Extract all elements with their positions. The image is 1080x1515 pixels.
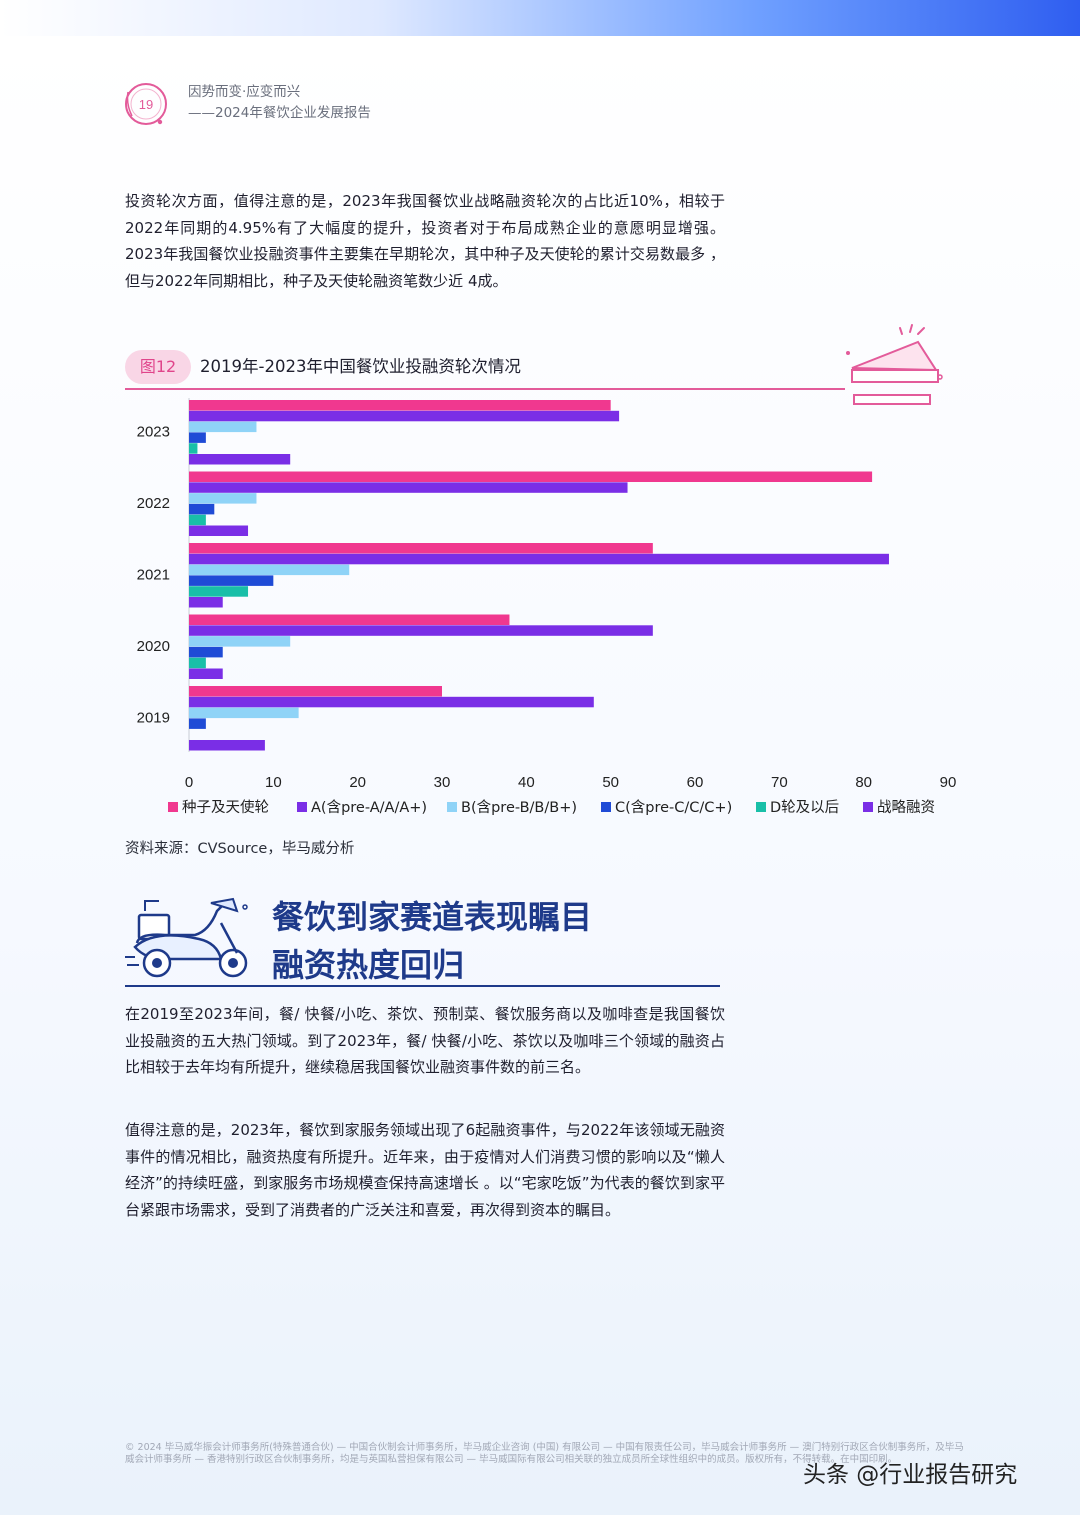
x-tick-label: 40 [518, 774, 535, 791]
watermark: 头条 @行业报告研究 [803, 1462, 1018, 1488]
bar [189, 657, 206, 669]
bar [189, 454, 291, 465]
investment-rounds-bar-chart: 2023 2022 2021 2020 2019 0 10 20 30 40 50 60 70 80 90 种… [137, 398, 957, 816]
bar [189, 575, 274, 586]
section-title-rule [125, 985, 720, 987]
bar [189, 740, 265, 751]
bar [189, 718, 206, 729]
section-title-line-2: 融资热度回归 [272, 946, 465, 984]
bar [189, 614, 510, 625]
category-label: 2020 [137, 638, 170, 655]
legend-swatch [168, 802, 178, 812]
x-tick-label: 90 [940, 774, 957, 791]
category-label: 2023 [137, 423, 170, 440]
bar [189, 553, 889, 565]
bar [189, 564, 350, 576]
bar [189, 400, 611, 411]
x-tick-label: 0 [185, 774, 193, 791]
bar [189, 503, 215, 515]
bar [189, 696, 594, 708]
x-tick-label: 10 [265, 774, 282, 791]
legend-swatch [447, 802, 457, 812]
legend-label: C(含pre-C/C/C+) [615, 799, 732, 816]
section-title-line-1: 餐饮到家赛道表现瞩目 [272, 898, 593, 936]
report-header: 因势而变·应变而兴 ——2024年餐饮企业发展报告 [188, 82, 371, 124]
bar [189, 668, 223, 679]
legend-label: A(含pre-A/A/A+) [311, 799, 427, 816]
bar [189, 636, 291, 647]
page-number: 19 [139, 97, 153, 112]
x-tick-label: 30 [434, 774, 451, 791]
body-paragraph-1: 在2019至2023年间，餐/ 快餐/小吃、茶饮、预制菜、餐饮服务商以及咖啡查是… [125, 1005, 725, 1076]
figure-badge: 图12 [125, 350, 191, 384]
legend-label: 战略融资 [877, 799, 935, 816]
x-tick-label: 60 [687, 774, 704, 791]
bar [189, 493, 257, 504]
bar [189, 482, 628, 493]
bar [189, 514, 206, 526]
page-number-badge: 19 [125, 83, 167, 125]
section-title: 餐饮到家赛道表现瞩目 融资热度回归 [272, 893, 722, 989]
delivery-scooter-icon [125, 897, 248, 978]
report-title: ——2024年餐饮企业发展报告 [188, 105, 371, 121]
x-tick-label: 70 [771, 774, 788, 791]
bar [189, 471, 873, 482]
bar [189, 707, 299, 719]
category-label: 2019 [137, 709, 170, 726]
category-label: 2021 [137, 566, 170, 583]
intro-paragraph: 投资轮次方面，值得注意的是，2023年我国餐饮业战略融资轮次的占比近10%，相较… [125, 192, 725, 290]
cake-slice-icon [846, 324, 943, 405]
bar [189, 410, 620, 422]
x-tick-label: 80 [855, 774, 872, 791]
bar [189, 625, 653, 636]
bar [189, 597, 223, 608]
bar [189, 432, 206, 443]
body-paragraph-2: 值得注意的是，2023年，餐饮到家服务领域出现了6起融资事件，与2022年该领域… [125, 1121, 725, 1219]
legend-swatch [601, 802, 611, 812]
copyright-footer: © 2024 毕马威华振会计师事务所(特殊普通合伙) — 中国合伙制会计师事务所… [125, 1442, 964, 1465]
top-gradient-band [0, 0, 1080, 36]
figure-title: 2019年-2023年中国餐饮业投融资轮次情况 [200, 357, 521, 376]
legend-label: B(含pre-B/B/B+) [461, 799, 577, 816]
category-label: 2022 [137, 495, 170, 512]
page-background [0, 36, 1080, 1515]
bar [189, 586, 249, 597]
source-note: 资料来源：CVSource，毕马威分析 [125, 841, 355, 857]
bar [189, 443, 198, 454]
x-tick-label: 20 [349, 774, 366, 791]
legend-label: D轮及以后 [770, 799, 839, 816]
bar [189, 543, 653, 554]
legend-swatch [756, 802, 766, 812]
bar [189, 646, 223, 658]
bar [189, 421, 257, 433]
legend-swatch [863, 802, 873, 812]
figure-title-rule [125, 388, 845, 390]
bar [189, 525, 249, 536]
legend-label: 种子及天使轮 [182, 799, 269, 816]
report-slogan: 因势而变·应变而兴 [188, 84, 301, 100]
bar [189, 686, 442, 697]
x-tick-label: 50 [602, 774, 619, 791]
legend-swatch [297, 802, 307, 812]
